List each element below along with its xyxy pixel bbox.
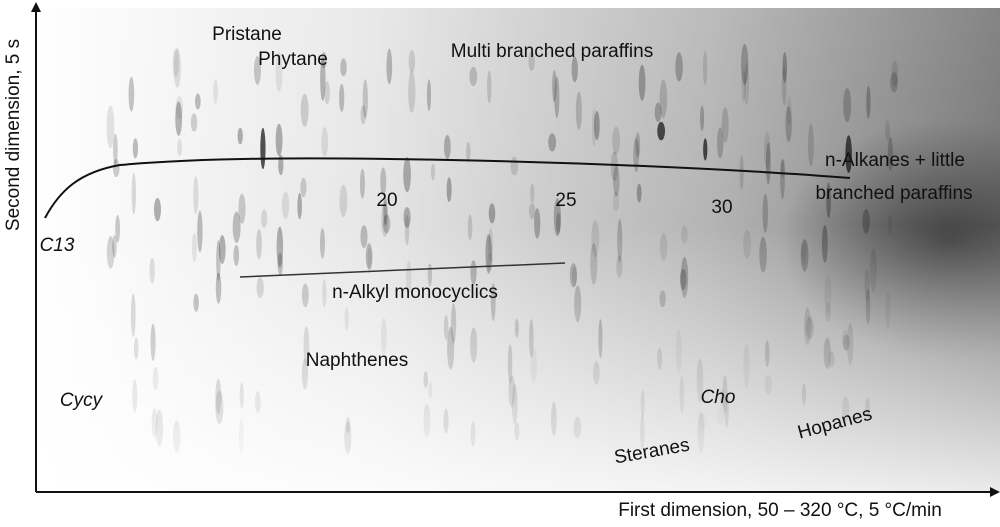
- label: Cho: [701, 387, 736, 408]
- label: n-Alkanes + little: [825, 150, 965, 171]
- label: n-Alkyl monocyclics: [332, 282, 498, 303]
- label: C13: [40, 235, 75, 256]
- label: Phytane: [258, 49, 328, 70]
- chromatogram-figure: Pristane Phytane Multi branched paraffin…: [0, 0, 1000, 527]
- label: Multi branched paraffins: [451, 41, 653, 62]
- carbon-number: 25: [555, 190, 576, 211]
- label: Naphthenes: [306, 350, 408, 371]
- y-axis-arrow: [31, 2, 41, 12]
- carbon-number: 30: [711, 197, 732, 218]
- x-axis-label: First dimension, 50 – 320 °C, 5 °C/min: [618, 500, 942, 521]
- y-axis-label: Second dimension, 5 s: [3, 39, 24, 231]
- label: branched paraffins: [815, 183, 972, 204]
- carbon-number: 20: [376, 190, 397, 211]
- label: Cycy: [60, 390, 104, 411]
- label: Pristane: [212, 24, 282, 45]
